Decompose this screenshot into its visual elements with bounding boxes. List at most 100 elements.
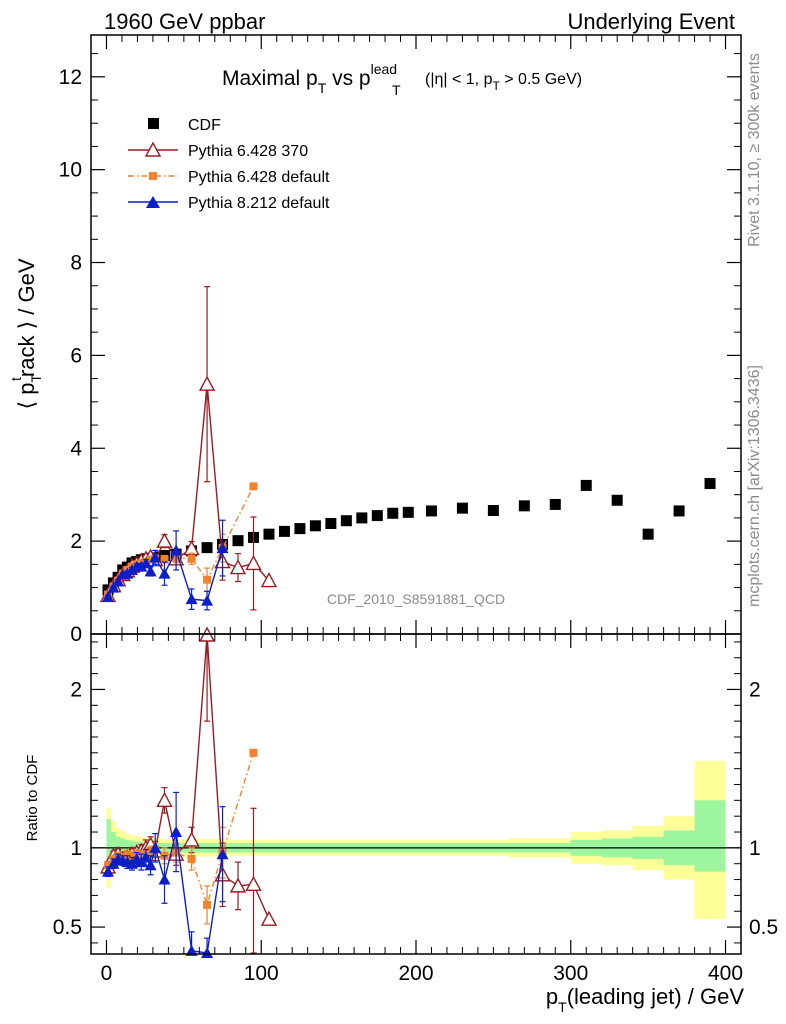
cdf-point: [456, 502, 468, 514]
cdf-point: [278, 525, 290, 537]
point-p8: [158, 567, 171, 579]
point-p8: [170, 544, 183, 556]
cdf-point: [673, 505, 685, 517]
legend-marker-pdef: [149, 172, 157, 180]
point-pdef: [146, 555, 155, 564]
legend-label-p8: Pythia 8.212 default: [188, 195, 330, 212]
title-cuts: (|η| < 1, pT > 0.5 GeV): [425, 71, 582, 93]
point-p370: [229, 559, 247, 575]
series-p8: [102, 519, 229, 958]
legend-label-cdf: CDF: [188, 117, 221, 134]
point-p8: [107, 581, 120, 593]
svg-text:Maximal pT vs plead: Maximal pT vs plead: [222, 61, 397, 96]
ratio-tick-label-left: 2: [70, 678, 82, 701]
legend-label-pdef: Pythia 6.428 default: [188, 169, 330, 186]
plot-title: Maximal pT vs plead T (|η| < 1, pT > 0.5…: [222, 61, 582, 98]
legend: CDF Pythia 6.428 370 Pythia 6.428 defaul…: [128, 117, 330, 212]
svg-text:⟨ pTtrack ⟩ / GeV: ⟨ pTtrack ⟩ / GeV: [8, 258, 44, 409]
point-p8: [144, 565, 157, 577]
cdf-point: [642, 528, 654, 540]
y-tick-label: 10: [59, 159, 82, 182]
title-cuts-sub: T: [492, 79, 500, 93]
y-axis-label-ratio: Ratio to CDF: [24, 755, 41, 842]
point-p8: [201, 594, 214, 606]
point-pdef: [203, 575, 212, 584]
y-tick-label: 2: [70, 530, 82, 553]
ratio-point-pdef: [104, 861, 113, 870]
legend-marker-p370: [144, 141, 162, 157]
cdf-point: [387, 507, 399, 519]
ratio-point-pdef: [128, 851, 137, 860]
point-p8: [149, 551, 162, 563]
point-p370: [156, 532, 173, 548]
ratio-tick-label-right: 2: [749, 678, 761, 701]
y-tick-label: 12: [59, 66, 82, 89]
x-tick-label: 100: [244, 962, 279, 985]
cdf-point: [580, 479, 592, 491]
rivet-label: Rivet 3.1.10, ≥ 300k events: [746, 53, 763, 247]
point-p8: [185, 593, 198, 605]
ratio-point-p8: [185, 944, 198, 956]
point-p8: [102, 590, 115, 602]
point-p370: [260, 572, 278, 588]
title-cuts-a: (|η| < 1, p: [425, 71, 493, 88]
point-p8: [139, 557, 152, 569]
x-axis-label: pT(leading jet) / GeV: [546, 984, 744, 1015]
x-tick-label: 300: [553, 962, 588, 985]
cdf-point: [309, 520, 321, 532]
ratio-point-pdef: [249, 748, 258, 757]
cdf-point: [325, 517, 337, 529]
title-sub1: T: [318, 80, 327, 96]
y-axis-label-top: ⟨ pTtrack ⟩ / GeV: [8, 258, 44, 409]
ratio-tick-label-right: 1: [749, 837, 761, 860]
point-p8: [216, 542, 229, 554]
ratio-tick-label-right: 0.5: [749, 916, 778, 939]
cdf-point: [340, 515, 352, 527]
title-cuts-b: > 0.5 GeV): [500, 71, 582, 88]
ylabel-top-b: rack ⟩ / GeV: [14, 258, 39, 377]
ratio-point-p370: [229, 877, 247, 893]
cdf-point: [518, 500, 530, 512]
mcplots-label: mcplots.cern.ch [arXiv:1306.3436]: [746, 365, 763, 607]
xlabel-sub: T: [558, 999, 567, 1015]
ratio-point-p8: [102, 865, 115, 877]
legend-marker-p8: [146, 196, 160, 208]
title-vs: vs p: [326, 67, 370, 90]
point-p8: [112, 575, 125, 587]
point-pdef: [160, 555, 169, 564]
ratio-point-p370: [183, 831, 200, 847]
cdf-point: [487, 504, 499, 516]
legend-marker-cdf: [148, 118, 159, 129]
ylabel-top-sub: T: [28, 374, 44, 383]
ratio-point-p8: [149, 841, 162, 853]
cdf-point: [201, 542, 213, 554]
cdf-point: [232, 535, 244, 547]
header-right: Underlying Event: [567, 9, 735, 34]
ratio-point-p8: [139, 851, 152, 863]
title-main: Maximal p: [222, 67, 318, 90]
cdf-uncertainty-band: [91, 760, 741, 920]
cdf-point: [263, 528, 275, 540]
x-tick-label: 400: [708, 962, 743, 985]
y-tick-label: 6: [70, 344, 82, 367]
cdf-point: [402, 506, 414, 518]
cdf-point: [371, 510, 383, 522]
ratio-point-p8: [158, 873, 171, 885]
ratio-point-p370: [245, 875, 262, 891]
legend-label-p370: Pythia 6.428 370: [188, 143, 308, 160]
ylabel-top-a: ⟨ p: [14, 383, 39, 410]
ratio-point-p8: [216, 848, 229, 860]
ratio-point-pdef: [203, 900, 212, 909]
point-pdef: [187, 554, 196, 563]
xlabel-a: p: [546, 984, 558, 1009]
point-pdef: [249, 482, 258, 491]
ratio-point-pdef: [187, 854, 196, 863]
y-tick-label: 4: [70, 437, 82, 460]
ratio-point-p370: [156, 791, 173, 808]
cdf-point: [294, 523, 306, 535]
ratio-point-p8: [170, 826, 183, 838]
ratio-point-pdef: [123, 850, 132, 859]
point-p370: [198, 375, 216, 391]
